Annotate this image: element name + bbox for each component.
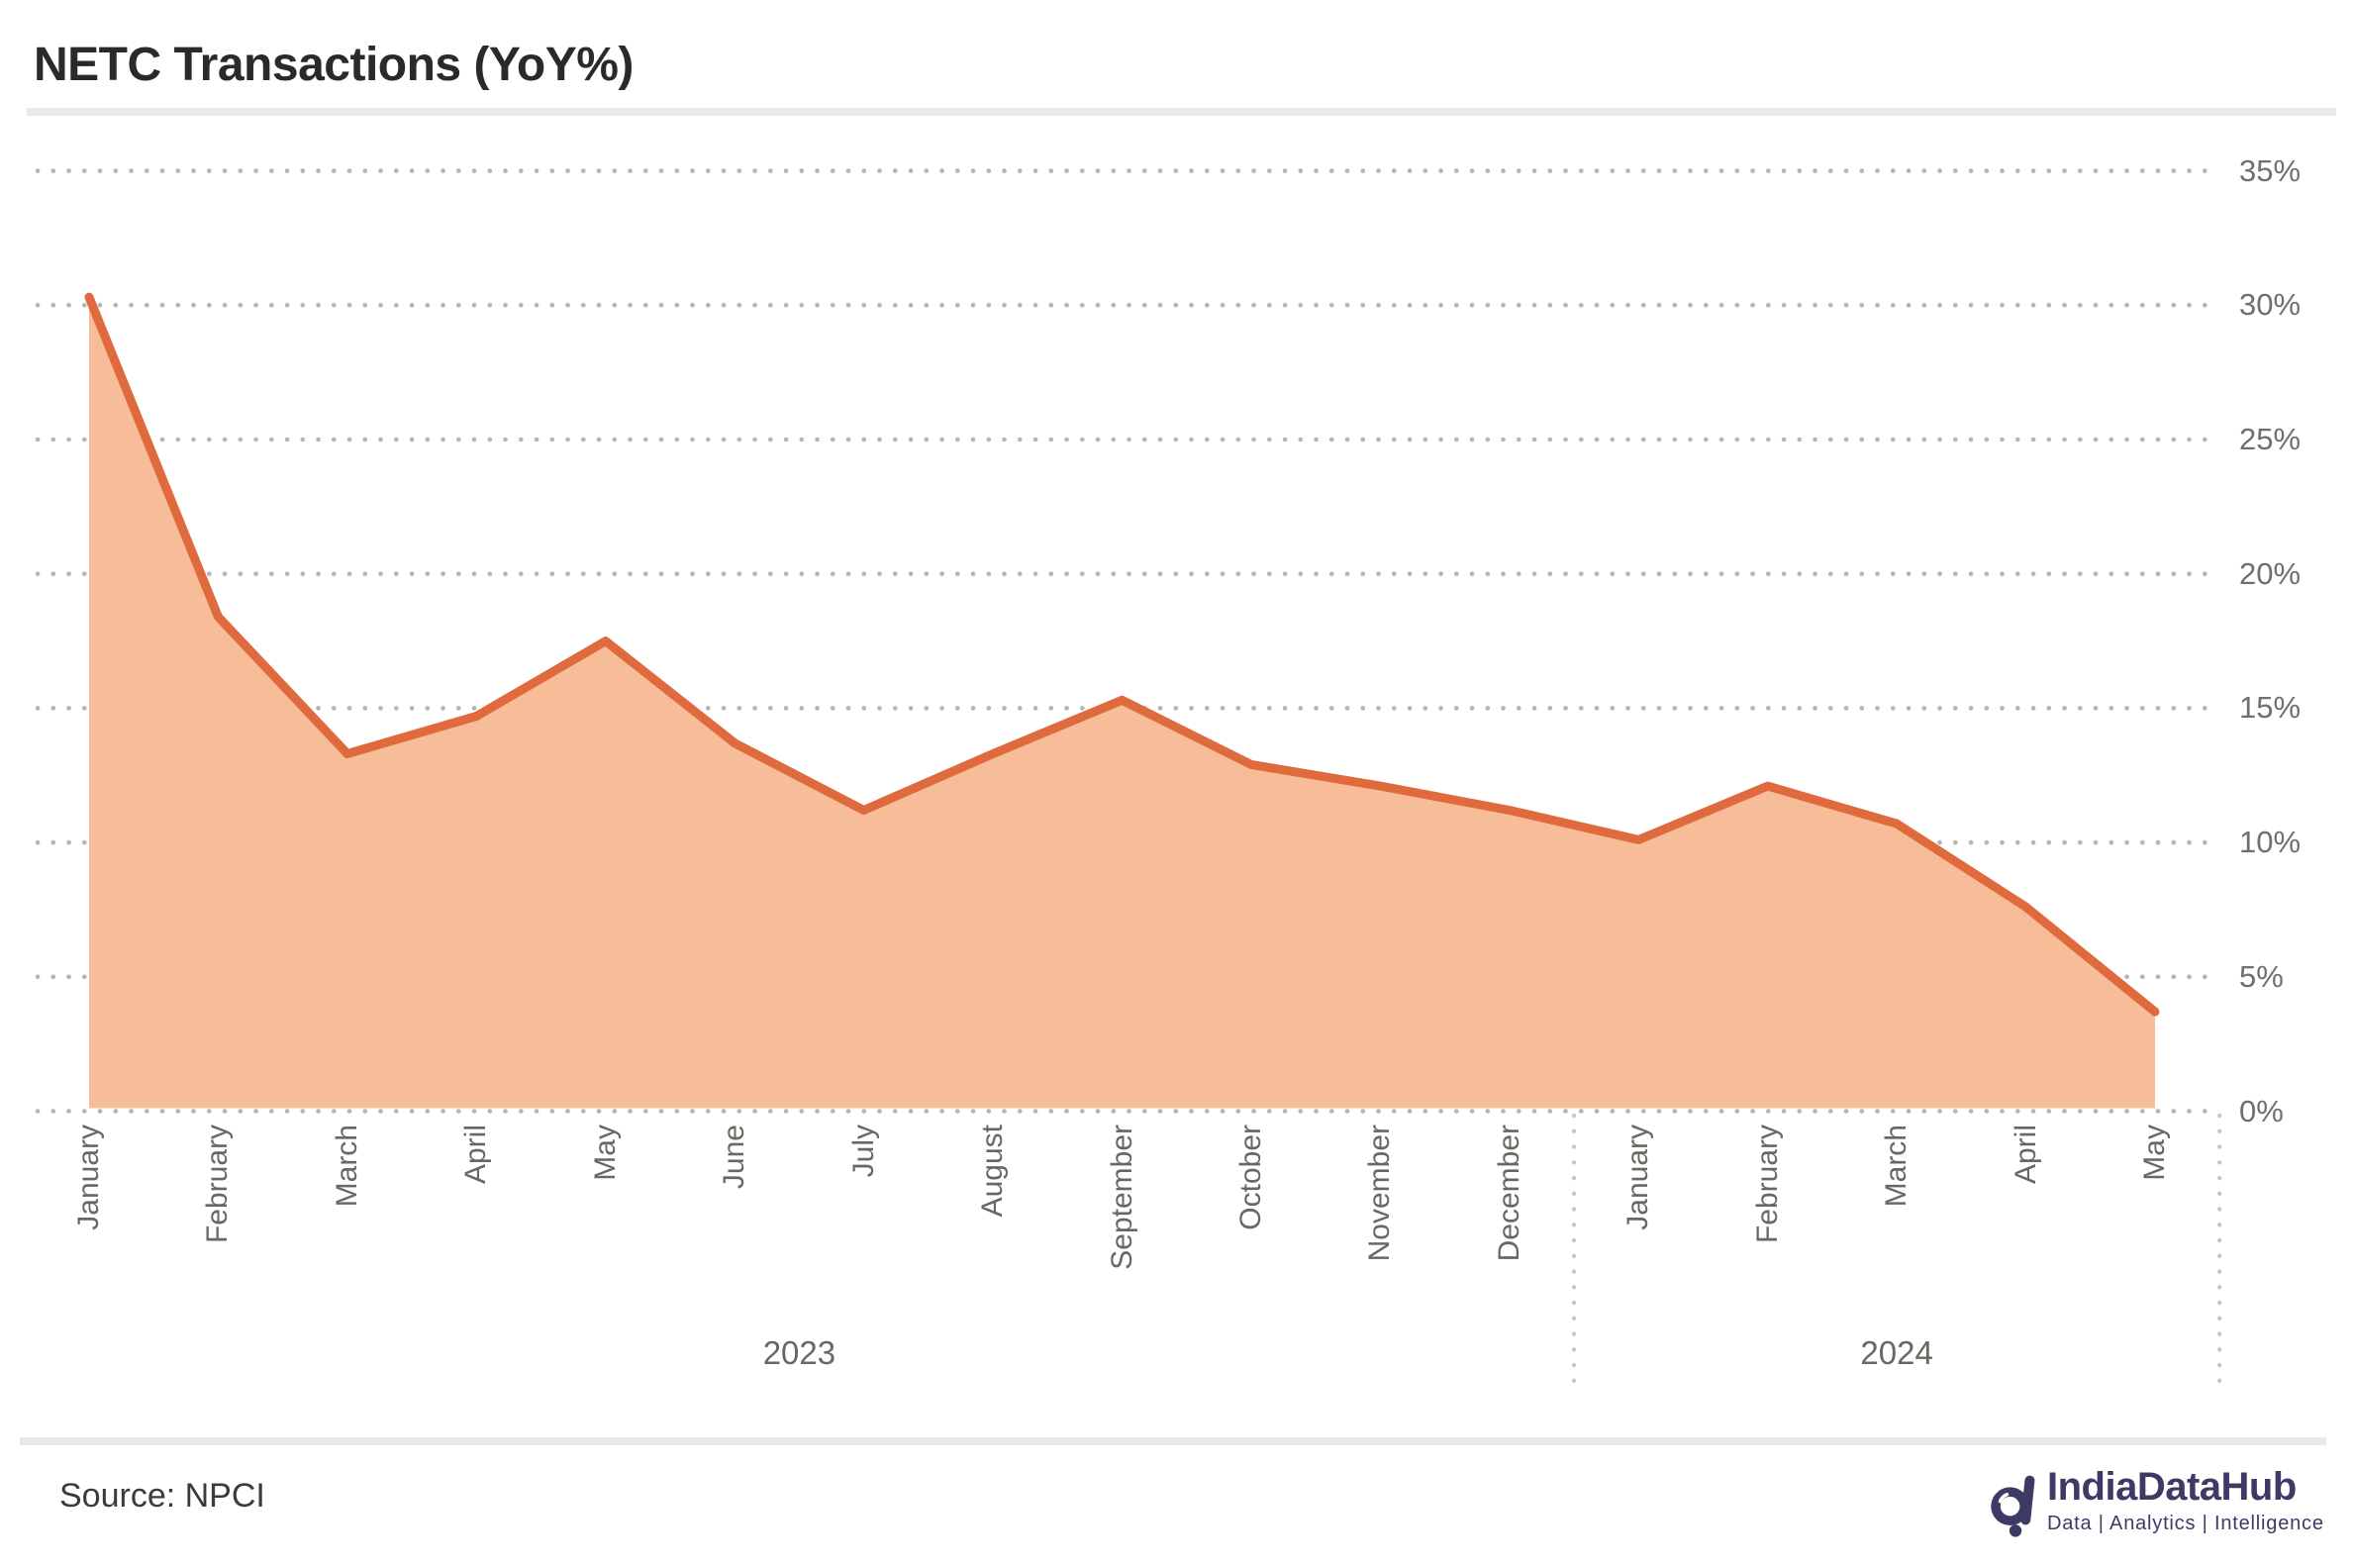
year-label: 2023 (762, 1334, 836, 1371)
trend-line (84, 292, 2160, 1017)
month-label: April (2009, 1125, 2042, 1185)
month-label: February (1750, 1125, 1784, 1244)
indiadatahub-logo: IndiaDataHub Data | Analytics | Intellig… (1988, 1465, 2324, 1546)
logo-tagline: Data | Analytics | Intelligence (2047, 1513, 2324, 1534)
footer-divider (20, 1437, 2326, 1445)
month-label: October (1233, 1125, 1267, 1230)
title-divider (27, 108, 2336, 116)
month-label: July (846, 1125, 880, 1178)
month-label: November (1363, 1125, 1397, 1262)
y-tick-label: 30% (2239, 287, 2302, 323)
month-label: May (2138, 1125, 2171, 1181)
y-tick-label: 15% (2239, 690, 2302, 726)
month-label: May (588, 1125, 622, 1181)
y-tick-label: 35% (2239, 152, 2302, 188)
source-label: Source: NPCI (59, 1477, 265, 1515)
y-tick-label: 10% (2239, 825, 2302, 860)
y-tick-label: 0% (2239, 1093, 2284, 1128)
y-tick-label: 25% (2239, 422, 2302, 456)
month-label: January (1621, 1125, 1655, 1230)
month-label: February (201, 1125, 235, 1244)
month-label: January (72, 1125, 105, 1230)
indiadatahub-logo-icon (1991, 1475, 2035, 1537)
year-label: 2024 (1860, 1334, 1933, 1371)
month-label: September (1105, 1125, 1138, 1270)
month-label: April (459, 1125, 493, 1185)
month-label: June (718, 1125, 751, 1190)
logo-text: IndiaDataHub Data | Analytics | Intellig… (2047, 1465, 2324, 1536)
page-title: NETC Transactions (YoY%) (34, 39, 634, 91)
y-tick-label: 20% (2239, 555, 2302, 591)
month-label: March (1880, 1125, 1913, 1208)
month-label: March (330, 1125, 363, 1208)
y-tick-label: 5% (2239, 958, 2284, 994)
month-label: August (976, 1125, 1010, 1218)
logo-name: IndiaDataHub (2047, 1465, 2297, 1509)
month-label: December (1492, 1125, 1525, 1262)
